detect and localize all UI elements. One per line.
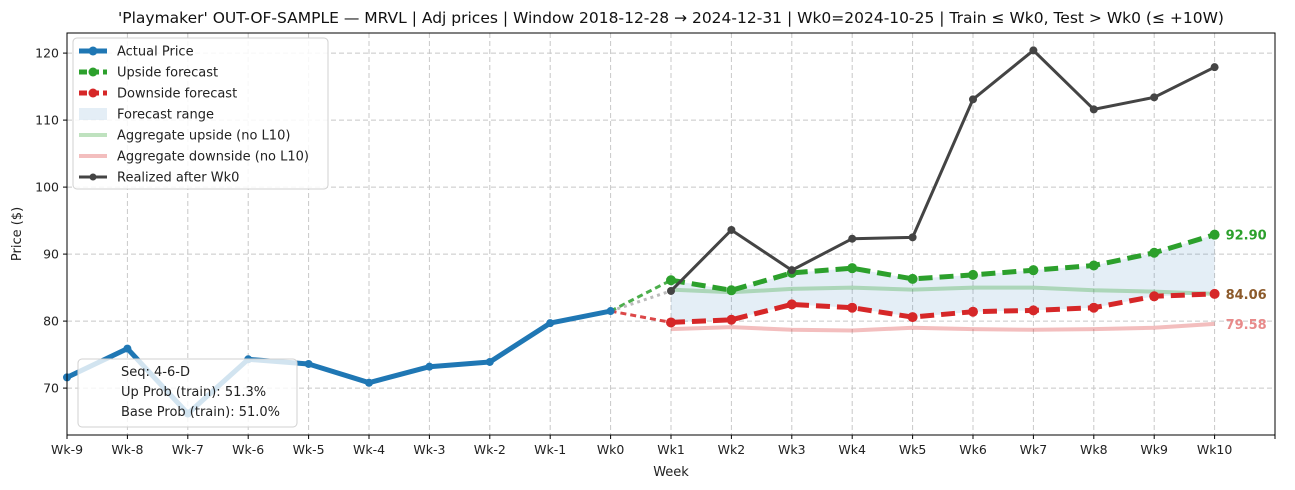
y-tick-label: 90 bbox=[43, 247, 59, 262]
upside-connector bbox=[609, 278, 672, 313]
legend-label: Upside forecast bbox=[117, 66, 218, 81]
legend-label: Realized after Wk0 bbox=[117, 171, 239, 186]
downside-forecast-point bbox=[786, 299, 797, 310]
upside-forecast-point bbox=[968, 269, 978, 280]
y-axis: 70 80 90 100 110 120 bbox=[35, 46, 67, 396]
realized-point bbox=[1089, 105, 1098, 114]
realized-point bbox=[667, 286, 675, 295]
actual-price-point bbox=[365, 378, 373, 387]
x-tick-label: Wk9 bbox=[1140, 442, 1168, 457]
downside-forecast-point bbox=[968, 306, 978, 317]
legend-label: Actual Price bbox=[117, 45, 194, 60]
legend: Actual Price Upside forecast Downside fore… bbox=[72, 37, 329, 190]
end-labels: 92.90 84.06 79.58 bbox=[1226, 229, 1267, 333]
downside-forecast-point bbox=[1028, 305, 1039, 316]
x-tick-label: Wk-4 bbox=[353, 442, 385, 457]
actual-price-point bbox=[123, 344, 132, 353]
downside-forecast-point bbox=[1088, 302, 1099, 313]
x-tick-label: Wk-3 bbox=[413, 442, 445, 457]
realized-point bbox=[1210, 63, 1219, 72]
downside-connector bbox=[610, 309, 672, 324]
upside-forecast-point bbox=[1088, 260, 1099, 271]
legend-label: Aggregate upside (no L10) bbox=[117, 129, 290, 144]
x-tick-label: Wk6 bbox=[959, 442, 987, 457]
legend-marker bbox=[89, 173, 97, 181]
actual-price-point bbox=[606, 307, 615, 316]
downside-forecast-point bbox=[1149, 291, 1160, 302]
upside-forecast-point bbox=[1149, 247, 1160, 258]
realized-point bbox=[787, 266, 796, 275]
upside-forecast-point bbox=[666, 275, 676, 286]
legend-marker bbox=[88, 67, 98, 77]
info-box-line: Base Prob (train): 51.0% bbox=[121, 405, 280, 420]
x-tick-label: Wk1 bbox=[657, 442, 685, 457]
downside-forecast-point bbox=[726, 314, 737, 325]
info-box-frame bbox=[77, 358, 298, 428]
end-label: 92.90 bbox=[1226, 229, 1267, 244]
downside-forecast-point bbox=[1209, 288, 1220, 299]
actual-price-point bbox=[425, 362, 434, 371]
downside-forecast-point bbox=[666, 317, 676, 328]
actual-price-point bbox=[485, 357, 494, 366]
legend-label: Downside forecast bbox=[117, 87, 237, 102]
legend-label: Forecast range bbox=[117, 108, 214, 123]
realized-point bbox=[1150, 93, 1159, 102]
realized-point bbox=[727, 225, 736, 234]
upside-forecast-point bbox=[726, 285, 737, 296]
x-tick-label: Wk-9 bbox=[51, 442, 83, 457]
realized-point bbox=[848, 234, 857, 243]
y-tick-label: 100 bbox=[35, 180, 59, 195]
info-box: Seq: 4-6-D Up Prob (train): 51.3% Base Pro… bbox=[77, 358, 298, 428]
x-tick-label: Wk-6 bbox=[232, 442, 264, 457]
legend-marker bbox=[88, 46, 98, 56]
x-tick-label: Wk8 bbox=[1080, 442, 1108, 457]
realized-point bbox=[969, 95, 977, 104]
downside-forecast-line bbox=[670, 291, 1215, 325]
end-label: 79.58 bbox=[1226, 318, 1267, 333]
x-axis-label: Week bbox=[653, 465, 689, 480]
upside-forecast-point bbox=[1209, 229, 1220, 240]
legend-box bbox=[72, 37, 329, 190]
actual-price-point bbox=[304, 359, 313, 368]
realized-line bbox=[669, 48, 1216, 292]
info-box-line: Seq: 4-6-D bbox=[121, 365, 190, 380]
legend-label: Aggregate downside (no L10) bbox=[117, 150, 309, 165]
x-tick-label: Wk-2 bbox=[474, 442, 506, 457]
x-tick-label: Wk-8 bbox=[111, 442, 143, 457]
upside-forecast-point bbox=[1028, 265, 1039, 276]
x-tick-label: Wk-1 bbox=[534, 442, 566, 457]
x-tick-label: Wk2 bbox=[718, 442, 746, 457]
x-axis: Wk-9 Wk-8 Wk-7 Wk-6 Wk-5 Wk-4 Wk-3 Wk-2 Wk-1 Wk0 W… bbox=[51, 435, 1276, 457]
realized-point bbox=[1029, 46, 1038, 55]
y-tick-label: 70 bbox=[43, 381, 59, 396]
legend-marker bbox=[88, 88, 98, 98]
x-tick-label: Wk10 bbox=[1197, 442, 1233, 457]
upside-forecast-line bbox=[670, 232, 1216, 293]
y-axis-label: Price ($) bbox=[10, 207, 25, 261]
upside-forecast-point bbox=[907, 273, 918, 284]
x-tick-label: Wk-5 bbox=[293, 442, 325, 457]
y-tick-label: 80 bbox=[43, 314, 59, 329]
chart-title: 'Playmaker' OUT-OF-SAMPLE — MRVL | Adj p… bbox=[118, 9, 1224, 27]
aggregate-upside-line bbox=[670, 285, 1215, 296]
downside-forecast-point bbox=[847, 302, 858, 313]
end-label: 84.06 bbox=[1226, 288, 1267, 303]
x-tick-label: Wk4 bbox=[838, 442, 866, 457]
y-tick-label: 120 bbox=[35, 46, 59, 61]
x-tick-label: Wk3 bbox=[778, 442, 806, 457]
x-tick-label: Wk7 bbox=[1020, 442, 1048, 457]
actual-price-point bbox=[546, 319, 555, 328]
upside-forecast-point bbox=[847, 263, 858, 274]
aggregate-downside-line bbox=[670, 321, 1215, 333]
x-tick-label: Wk5 bbox=[899, 442, 927, 457]
info-box-line: Up Prob (train): 51.3% bbox=[121, 385, 266, 400]
downside-forecast-point bbox=[907, 312, 918, 323]
realized-point bbox=[908, 233, 917, 242]
x-tick-label: Wk-7 bbox=[172, 442, 204, 457]
y-tick-label: 110 bbox=[35, 113, 59, 128]
x-tick-label: Wk0 bbox=[597, 442, 625, 457]
realized-connector bbox=[610, 289, 672, 313]
legend-swatch bbox=[79, 108, 107, 120]
